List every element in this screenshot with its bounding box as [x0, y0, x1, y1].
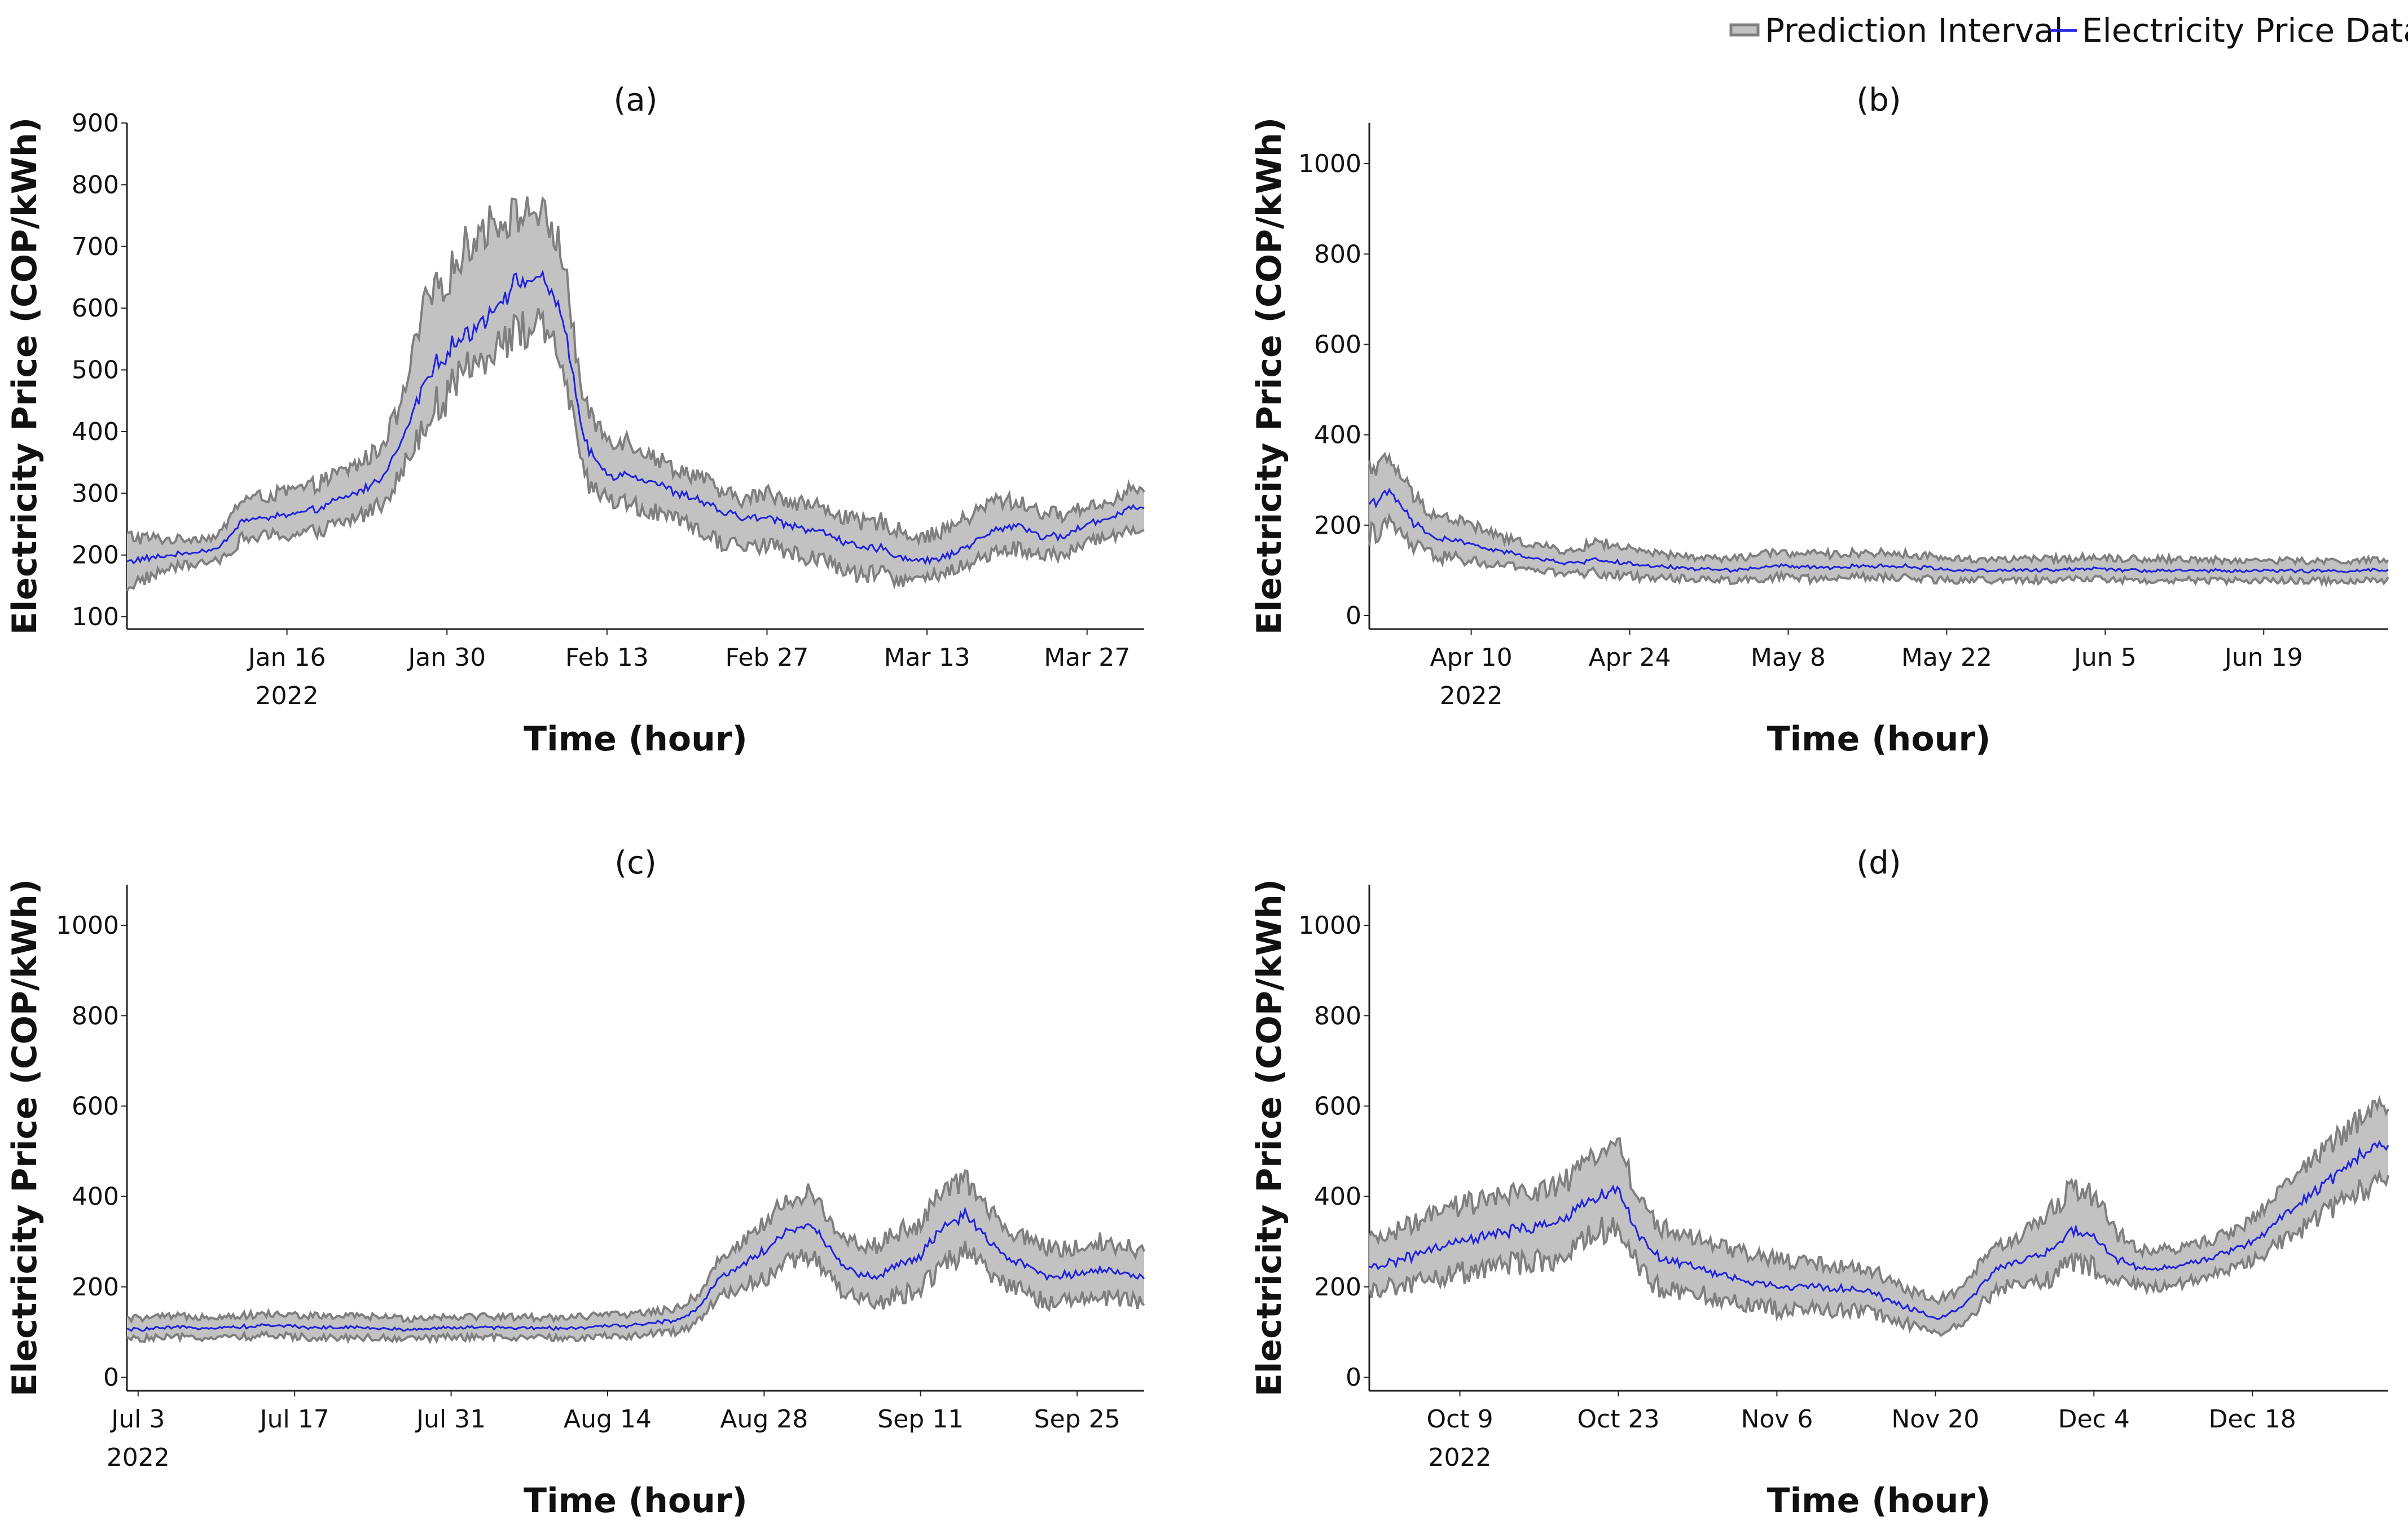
y-tick-label: 700 — [72, 232, 119, 261]
year-label: 2022 — [107, 1443, 170, 1472]
y-tick-label: 600 — [1314, 330, 1361, 359]
x-tick-label: Jan 30 — [406, 643, 486, 672]
x-tick-label: Mar 13 — [884, 643, 970, 672]
prediction-interval-lower-line — [126, 1240, 1145, 1345]
x-tick-label: Aug 28 — [720, 1405, 808, 1434]
y-tick-label: 400 — [72, 1183, 119, 1211]
y-tick-label: 800 — [72, 170, 119, 199]
x-axis-title: Time (hour) — [1767, 719, 1991, 759]
y-tick-label: 800 — [1314, 1001, 1361, 1030]
y-tick-label: 200 — [72, 1273, 119, 1302]
y-tick-label: 600 — [72, 1092, 119, 1121]
y-tick-label: 900 — [72, 109, 119, 138]
x-tick-label: Dec 4 — [2058, 1405, 2130, 1434]
x-tick-label: Feb 13 — [565, 643, 649, 672]
y-tick-label: 1000 — [1298, 911, 1361, 940]
panel-a: (a) 100 200 300 400 500 600 700 800 900 Jan 16 Jan … — [5, 82, 1145, 759]
x-tick-label: Oct 9 — [1427, 1405, 1493, 1434]
prediction-interval-upper-line — [126, 196, 1145, 547]
y-axis-title: Electricity Price (COP/kWh) — [1250, 117, 1289, 635]
legend-interval-label: Prediction Interval — [1765, 11, 2063, 50]
y-tick-label: 400 — [72, 418, 119, 446]
y-tick-label: 600 — [72, 294, 119, 323]
x-tick-label: Jul 17 — [258, 1405, 329, 1434]
legend-price-label: Electricity Price Data — [2082, 11, 2408, 50]
x-tick-label: Feb 27 — [726, 643, 809, 672]
prediction-interval-lower-line — [126, 308, 1145, 592]
panel-title: (b) — [1856, 82, 1901, 118]
y-tick-label: 300 — [72, 479, 119, 508]
x-tick-label: May 22 — [1901, 643, 1992, 672]
x-axis-title: Time (hour) — [524, 719, 748, 759]
x-tick-label: Mar 27 — [1044, 643, 1130, 672]
legend: Prediction Interval Electricity Price Da… — [1729, 11, 2408, 50]
panel-title: (c) — [614, 845, 656, 881]
panel-c: (c) 0 200 400 600 800 1000 Jul 3 Jul 17 Jul 31 Aug… — [5, 845, 1145, 1521]
x-tick-label: Nov 20 — [1891, 1405, 1979, 1434]
y-tick-label: 200 — [72, 541, 119, 570]
electricity-price-line — [126, 1206, 1145, 1332]
prediction-interval-upper-line — [126, 1169, 1145, 1324]
y-tick-label: 400 — [1314, 421, 1361, 450]
y-tick-label: 200 — [1314, 1273, 1361, 1302]
x-axis-title: Time (hour) — [524, 1481, 748, 1521]
y-tick-label: 400 — [1314, 1183, 1361, 1211]
prediction-interval-band — [1369, 1099, 2388, 1336]
y-axis-title: Electricity Price (COP/kWh) — [1250, 879, 1289, 1396]
y-tick-label: 600 — [1314, 1092, 1361, 1121]
y-tick-label: 0 — [1346, 601, 1361, 630]
x-axis-title: Time (hour) — [1767, 1481, 1991, 1521]
x-tick-label: Apr 24 — [1588, 643, 1671, 672]
prediction-interval-band — [127, 1170, 1144, 1342]
y-tick-label: 1000 — [56, 911, 119, 940]
panel-b: (b) 0 200 400 600 800 1000 Apr 10 Apr 24 May 8 May… — [1250, 82, 2389, 759]
panel-d: (d) 0 200 400 600 800 1000 Oct 9 Oct 23 Nov 6 Nov … — [1250, 845, 2389, 1521]
x-tick-label: Sep 11 — [877, 1405, 964, 1434]
x-tick-label: Apr 10 — [1430, 643, 1513, 672]
prediction-interval-upper-line — [1368, 1095, 2389, 1306]
prediction-interval-lower-line — [1368, 1168, 2389, 1337]
x-tick-label: Jul 31 — [415, 1405, 486, 1434]
x-tick-label: May 8 — [1751, 643, 1826, 672]
prediction-interval-band — [1369, 454, 2388, 585]
y-tick-label: 100 — [72, 603, 119, 631]
y-tick-label: 200 — [1314, 511, 1361, 540]
prediction-interval-band — [127, 196, 1144, 591]
panel-title: (a) — [613, 82, 657, 118]
prediction-interval-lower-line — [1368, 512, 2389, 588]
y-tick-label: 800 — [72, 1001, 119, 1030]
y-axis-title: Electricity Price (COP/kWh) — [5, 879, 45, 1396]
y-tick-label: 500 — [72, 356, 119, 385]
electricity-price-line — [1368, 487, 2389, 574]
y-tick-label: 0 — [1346, 1363, 1361, 1392]
x-tick-label: Jan 16 — [247, 643, 326, 672]
x-tick-label: Jul 3 — [109, 1405, 165, 1434]
x-tick-label: Dec 18 — [2209, 1405, 2296, 1434]
electricity-price-line — [126, 269, 1145, 565]
year-label: 2022 — [256, 682, 319, 710]
prediction-interval-upper-line — [1368, 451, 2389, 566]
y-tick-label: 0 — [103, 1363, 119, 1392]
x-tick-label: Sep 25 — [1034, 1405, 1120, 1434]
x-tick-label: Jun 19 — [2223, 643, 2303, 672]
x-tick-label: Nov 6 — [1741, 1405, 1813, 1434]
y-tick-label: 800 — [1314, 240, 1361, 269]
x-tick-label: Jun 5 — [2072, 643, 2137, 672]
y-axis-title: Electricity Price (COP/kWh) — [5, 117, 45, 635]
x-tick-label: Oct 23 — [1577, 1405, 1659, 1434]
year-label: 2022 — [1429, 1443, 1492, 1472]
electricity-price-line — [1369, 1140, 2389, 1320]
x-tick-label: Aug 14 — [564, 1405, 652, 1434]
year-label: 2022 — [1440, 682, 1503, 710]
legend-interval-swatch — [1729, 23, 1760, 37]
panel-title: (d) — [1856, 845, 1901, 881]
y-tick-label: 1000 — [1298, 150, 1361, 178]
